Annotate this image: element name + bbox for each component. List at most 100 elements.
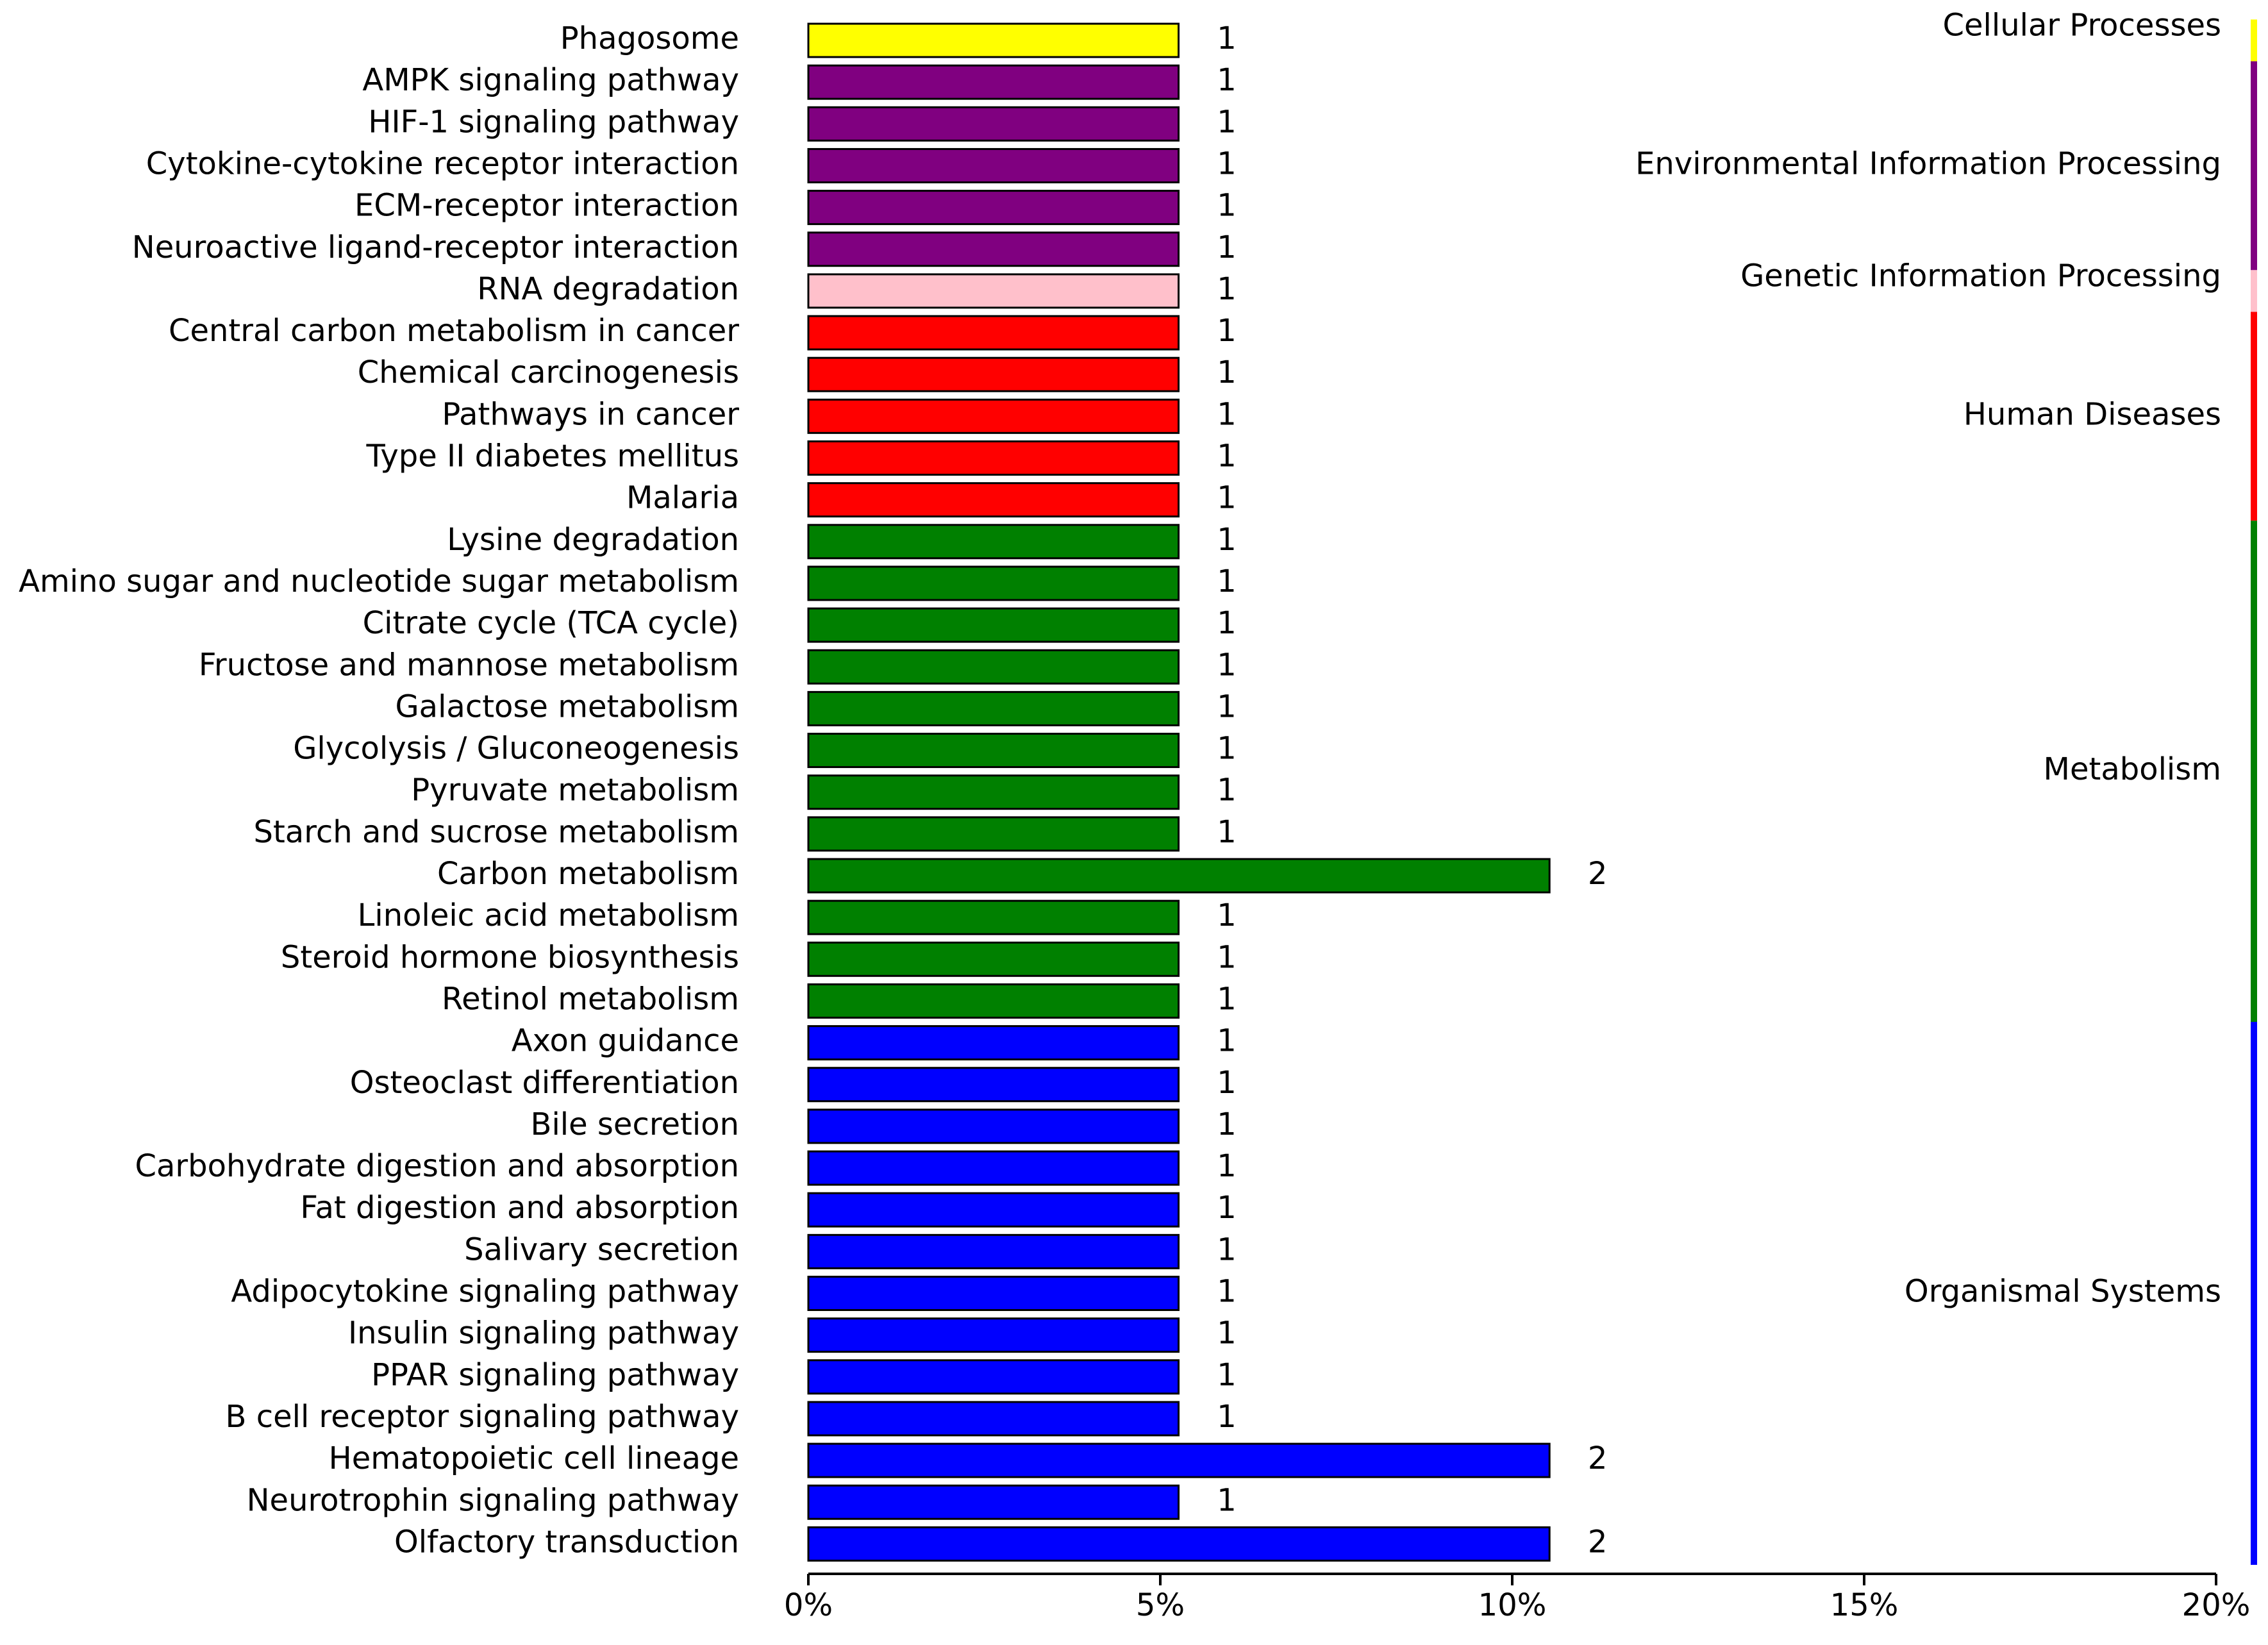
category-label: Galactose metabolism — [395, 689, 739, 724]
category-label: Linoleic acid metabolism — [358, 898, 739, 933]
bar-4 — [807, 190, 1180, 226]
bar-36 — [807, 1526, 1551, 1562]
bar-24 — [807, 1025, 1180, 1061]
count-label: 1 — [1217, 1148, 1237, 1184]
category-label: Carbohydrate digestion and absorption — [135, 1148, 739, 1184]
category-label: Phagosome — [560, 21, 739, 56]
category-label: Amino sugar and nucleotide sugar metabol… — [19, 564, 739, 599]
bar-10 — [807, 440, 1180, 476]
group-label: Human Diseases — [1964, 396, 2221, 432]
count-label: 1 — [1217, 104, 1237, 140]
category-label: Insulin signaling pathway — [348, 1315, 739, 1351]
category-label: Neurotrophin signaling pathway — [247, 1482, 739, 1518]
bar-17 — [807, 733, 1180, 769]
bar-15 — [807, 649, 1180, 685]
count-label: 1 — [1217, 1232, 1237, 1267]
bar-5 — [807, 231, 1180, 267]
bar-19 — [807, 816, 1180, 852]
bar-33 — [807, 1401, 1180, 1437]
category-label: Axon guidance — [512, 1023, 739, 1059]
category-label: ECM-receptor interaction — [354, 188, 739, 224]
category-label: Hematopoietic cell lineage — [329, 1440, 739, 1476]
category-label: B cell receptor signaling pathway — [226, 1399, 740, 1435]
category-label: Starch and sucrose metabolism — [254, 814, 739, 850]
count-label: 1 — [1217, 438, 1237, 474]
x-tick-label: 0% — [784, 1587, 833, 1623]
count-label: 1 — [1217, 731, 1237, 767]
count-label: 1 — [1217, 1357, 1237, 1393]
count-label: 1 — [1217, 689, 1237, 724]
x-tick-label: 10% — [1478, 1587, 1547, 1623]
bar-27 — [807, 1150, 1180, 1186]
bar-13 — [807, 565, 1180, 601]
count-label: 2 — [1588, 856, 1608, 892]
category-label: Fructose and mannose metabolism — [199, 647, 739, 683]
category-label: Glycolysis / Gluconeogenesis — [293, 731, 739, 767]
bar-21 — [807, 899, 1180, 935]
category-label: Neuroactive ligand-receptor interaction — [132, 230, 739, 265]
category-label: Salivary secretion — [464, 1232, 739, 1267]
count-label: 1 — [1217, 1274, 1237, 1310]
count-label: 1 — [1217, 21, 1237, 56]
category-label: PPAR signaling pathway — [371, 1357, 739, 1393]
category-label: Osteoclast differentiation — [350, 1065, 739, 1101]
bar-2 — [807, 106, 1180, 142]
count-label: 1 — [1217, 1482, 1237, 1518]
group-strip — [2251, 270, 2257, 312]
bar-8 — [807, 356, 1180, 392]
category-label: HIF-1 signaling pathway — [368, 104, 739, 140]
count-label: 1 — [1217, 396, 1237, 432]
bar-30 — [807, 1276, 1180, 1311]
bar-6 — [807, 273, 1180, 309]
bar-14 — [807, 607, 1180, 643]
bar-26 — [807, 1108, 1180, 1144]
bar-28 — [807, 1192, 1180, 1228]
count-label: 1 — [1217, 62, 1237, 98]
count-label: 1 — [1217, 313, 1237, 349]
count-label: 1 — [1217, 1106, 1237, 1142]
count-label: 2 — [1588, 1440, 1608, 1476]
count-label: 1 — [1217, 898, 1237, 933]
bar-12 — [807, 524, 1180, 560]
count-label: 1 — [1217, 230, 1237, 265]
bar-11 — [807, 482, 1180, 518]
count-label: 1 — [1217, 772, 1237, 808]
category-label: AMPK signaling pathway — [362, 62, 739, 98]
group-strip — [2251, 521, 2257, 1023]
group-label: Cellular Processes — [1942, 7, 2221, 43]
count-label: 1 — [1217, 605, 1237, 641]
bar-18 — [807, 774, 1180, 810]
category-label: Pyruvate metabolism — [411, 772, 739, 808]
bar-32 — [807, 1359, 1180, 1395]
count-label: 1 — [1217, 1065, 1237, 1101]
group-label: Metabolism — [2044, 751, 2221, 787]
category-label: Fat digestion and absorption — [300, 1190, 739, 1226]
count-label: 1 — [1217, 814, 1237, 850]
bar-29 — [807, 1233, 1180, 1269]
count-label: 1 — [1217, 480, 1237, 516]
bar-3 — [807, 147, 1180, 183]
bar-23 — [807, 983, 1180, 1019]
category-label: Pathways in cancer — [442, 396, 739, 432]
x-tick-label: 20% — [2182, 1587, 2251, 1623]
bar-35 — [807, 1484, 1180, 1520]
count-label: 1 — [1217, 271, 1237, 307]
count-label: 1 — [1217, 564, 1237, 599]
bar-34 — [807, 1442, 1551, 1478]
category-label: Adipocytokine signaling pathway — [231, 1274, 739, 1310]
category-label: Bile secretion — [531, 1106, 739, 1142]
category-label: Carbon metabolism — [437, 856, 739, 892]
bar-22 — [807, 941, 1180, 977]
category-label: RNA degradation — [477, 271, 739, 307]
category-label: Cytokine-cytokine receptor interaction — [146, 146, 739, 181]
bar-9 — [807, 398, 1180, 434]
count-label: 1 — [1217, 355, 1237, 390]
count-label: 1 — [1217, 188, 1237, 224]
x-tick-label: 15% — [1830, 1587, 1899, 1623]
count-label: 1 — [1217, 1023, 1237, 1059]
category-label: Steroid hormone biosynthesis — [281, 939, 739, 975]
bar-7 — [807, 315, 1180, 351]
group-label: Organismal Systems — [1905, 1274, 2221, 1310]
